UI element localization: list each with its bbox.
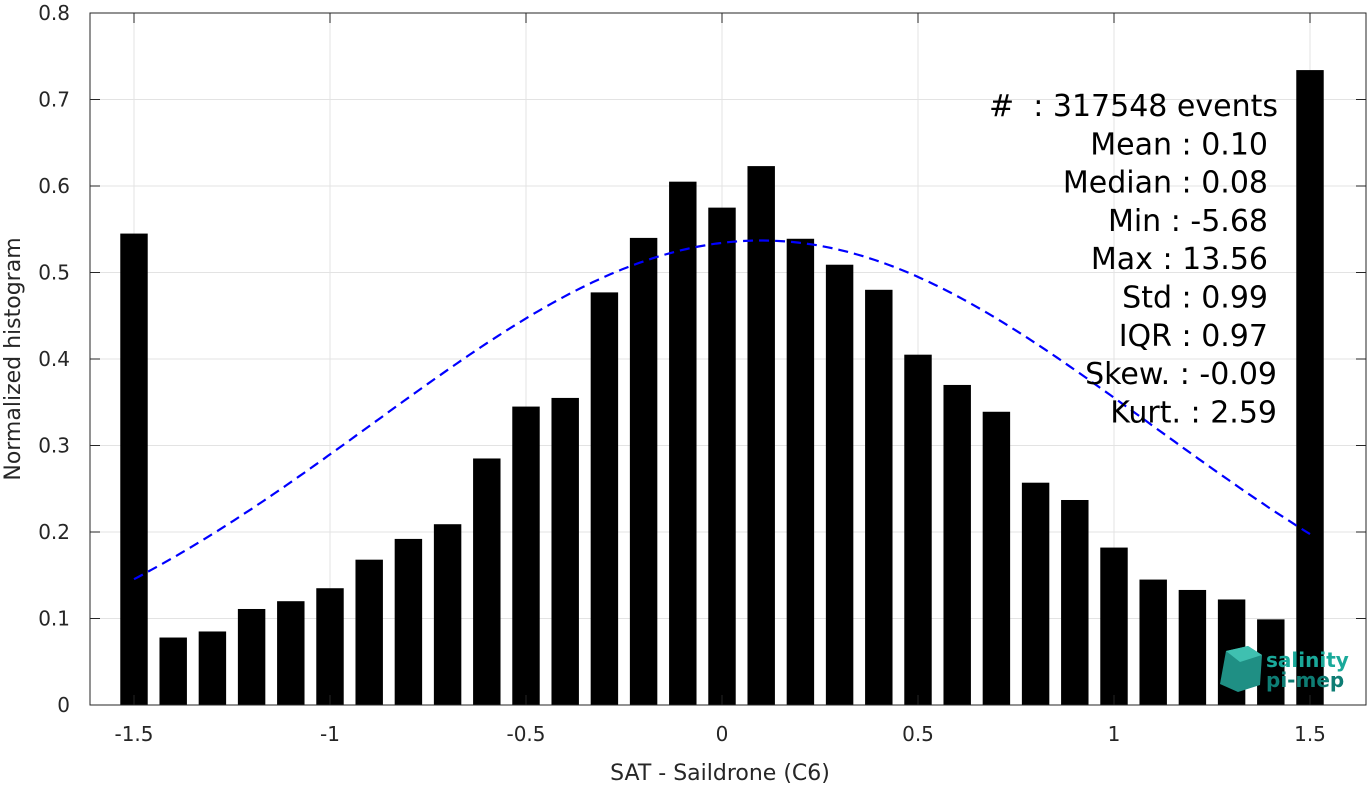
stat-line-4: Max : 13.56 (1091, 242, 1268, 277)
normal-fit-curve (133, 239, 1311, 581)
salinity-pi-mep-logo: salinity pi-mep (1220, 646, 1349, 692)
bar-15 (708, 207, 736, 705)
x-tick-label-5: 1 (1108, 722, 1121, 746)
y-tick-label-0: 0 (57, 693, 70, 717)
bar-29 (1257, 619, 1285, 705)
bar-13 (629, 237, 658, 705)
stat-line-3: Min : -5.68 (1108, 204, 1268, 239)
y-tick-label-2: 0.2 (38, 520, 70, 544)
bar-16 (747, 166, 775, 706)
x-tick-label-6: 1.5 (1294, 722, 1326, 746)
x-axis-ticks: -1.5 -1 -0.5 0 0.5 1 1.5 (114, 13, 1326, 746)
x-tick-label-2: -0.5 (506, 722, 545, 746)
stat-line-2: Median : 0.08 (1063, 166, 1268, 201)
bar-30 (1296, 70, 1324, 706)
bar-2 (198, 631, 227, 705)
bar-21 (943, 384, 971, 705)
bar-6 (355, 559, 383, 705)
y-tick-label-8: 0.8 (38, 1, 70, 25)
bar-1 (159, 637, 187, 705)
bar-22 (982, 411, 1011, 705)
y-axis-ticks: 0 0.1 0.2 0.3 0.4 0.5 0.6 0.7 0.8 (38, 1, 1366, 717)
stat-line-6: IQR : 0.97 (1119, 319, 1268, 354)
bar-4 (277, 601, 305, 705)
stat-line-7: Skew. : -0.09 (1085, 357, 1277, 392)
x-tick-label-3: 0 (716, 722, 729, 746)
bar-0 (120, 233, 148, 705)
y-tick-label-1: 0.1 (38, 607, 70, 631)
y-tick-label-4: 0.4 (38, 347, 70, 371)
bar-5 (316, 588, 344, 705)
bar-14 (669, 181, 697, 706)
bars (120, 70, 1324, 706)
y-tick-label-5: 0.5 (38, 261, 70, 285)
y-axis-label: Normalized histogram (1, 237, 26, 480)
bar-17 (786, 238, 815, 705)
bar-26 (1139, 579, 1167, 705)
x-tick-label-4: 0.5 (902, 722, 934, 746)
y-tick-label-3: 0.3 (38, 434, 70, 458)
stat-line-1: Mean : 0.10 (1090, 127, 1268, 162)
bar-20 (904, 354, 932, 705)
y-tick-label-6: 0.6 (38, 174, 70, 198)
bar-25 (1100, 547, 1128, 705)
bar-24 (1061, 499, 1089, 705)
bar-12 (590, 292, 619, 705)
stat-line-0: # : 317548 events (989, 89, 1278, 124)
bar-3 (237, 608, 266, 705)
bar-7 (394, 538, 423, 705)
bar-27 (1178, 589, 1207, 705)
x-tick-label-1: -1 (320, 722, 340, 746)
bar-19 (865, 289, 893, 705)
stat-line-8: Kurt. : 2.59 (1110, 395, 1277, 430)
bar-8 (433, 524, 462, 705)
stat-line-5: Std : 0.99 (1122, 281, 1268, 316)
bar-11 (551, 397, 579, 705)
bar-10 (512, 406, 540, 705)
bar-18 (825, 264, 854, 705)
logo-line1: salinity (1266, 648, 1349, 672)
bar-23 (1021, 482, 1050, 705)
x-tick-label-0: -1.5 (114, 722, 153, 746)
x-axis-label: SAT - Saildrone (C6) (610, 761, 830, 785)
y-tick-label-7: 0.7 (38, 88, 70, 112)
bar-9 (473, 458, 501, 705)
logo-line2: pi-mep (1266, 668, 1344, 692)
